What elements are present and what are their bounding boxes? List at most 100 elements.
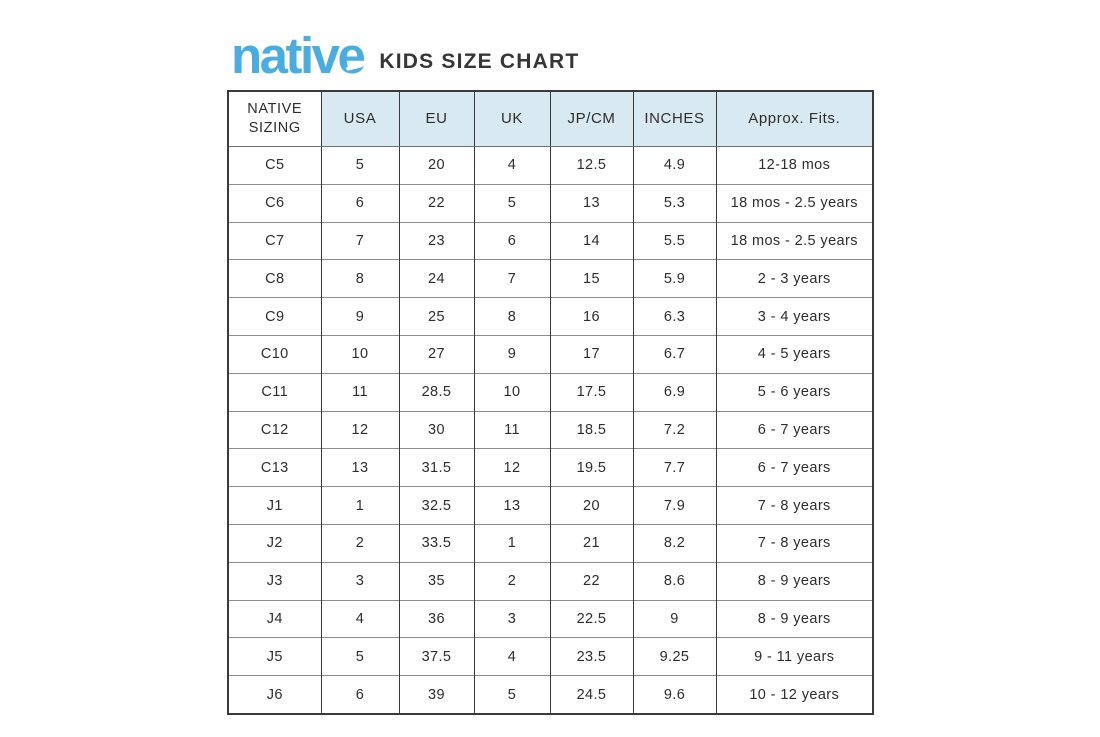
table-cell: 19.5	[549, 448, 633, 487]
column-header: EU	[398, 91, 474, 147]
column-header: UK	[473, 91, 550, 147]
table-cell: 4	[473, 146, 550, 185]
table-cell: 9 - 11 years	[715, 637, 873, 676]
table-cell: 9	[320, 297, 399, 336]
table-row: C11 11 28.5 10 17.5 6.9 5 - 6 years	[228, 372, 873, 412]
column-header: NATIVE SIZING	[228, 91, 321, 147]
table-cell: 13	[549, 183, 633, 223]
table-cell: 18 mos - 2.5 years	[715, 183, 873, 223]
page-title: KIDS SIZE CHART	[379, 49, 580, 73]
table-cell: C11	[228, 372, 321, 412]
table-cell: 32.5	[398, 486, 474, 525]
table-cell: 39	[398, 675, 474, 714]
table-cell: 4.9	[632, 146, 716, 185]
table-cell: 7.9	[632, 486, 716, 525]
table-cell: 23.5	[549, 637, 633, 676]
table-cell: J5	[228, 637, 321, 676]
table-cell: 5.9	[632, 259, 716, 298]
table-cell: 33.5	[398, 523, 474, 563]
table-cell: 8.2	[632, 523, 716, 563]
table-cell: 18.5	[549, 410, 633, 449]
table-cell: 6	[473, 221, 550, 260]
table-row: C13 13 31.5 12 19.5 7.7 6 - 7 years	[228, 448, 873, 487]
table-cell: 6.7	[632, 334, 716, 374]
table-row: C12 12 30 11 18.5 7.2 6 - 7 years	[228, 410, 873, 449]
table-cell: 5	[473, 675, 550, 714]
table-cell: 4	[473, 637, 550, 676]
table-cell: 2	[473, 561, 550, 601]
column-header: Approx. Fits.	[715, 91, 873, 147]
table-cell: 5.5	[632, 221, 716, 260]
table-cell: 9.25	[632, 637, 716, 676]
table-row: J2 2 33.5 1 21 8.2 7 - 8 years	[228, 523, 873, 563]
brand-header: native KIDS SIZE CHART	[231, 30, 580, 81]
table-row: C8 8 24 7 15 5.9 2 - 3 years	[228, 259, 873, 298]
table-cell: 8	[473, 297, 550, 336]
table-cell: 6 - 7 years	[715, 410, 873, 449]
table-cell: 5	[473, 183, 550, 223]
table-cell: 10	[320, 334, 399, 374]
table-cell: 7	[473, 259, 550, 298]
table-cell: 5	[320, 637, 399, 676]
table-cell: C5	[228, 146, 321, 185]
table-cell: 24.5	[549, 675, 633, 714]
table-cell: 7 - 8 years	[715, 486, 873, 525]
table-cell: 9	[632, 599, 716, 638]
table-row: J6 6 39 5 24.5 9.6 10 - 12 years	[228, 675, 873, 714]
table-cell: 8.6	[632, 561, 716, 601]
table-cell: 11	[473, 410, 550, 449]
table-cell: 23	[398, 221, 474, 260]
table-cell: 24	[398, 259, 474, 298]
table-cell: 4	[320, 599, 399, 638]
table-cell: C13	[228, 448, 321, 487]
table-row: C5 5 20 4 12.5 4.9 12-18 mos	[228, 146, 873, 185]
table-cell: 12	[473, 448, 550, 487]
table-cell: 3 - 4 years	[715, 297, 873, 336]
table-cell: 8 - 9 years	[715, 561, 873, 601]
table-cell: 11	[320, 372, 399, 412]
table-row: C6 6 22 5 13 5.3 18 mos - 2.5 years	[228, 183, 873, 223]
table-cell: 36	[398, 599, 474, 638]
table-cell: 35	[398, 561, 474, 601]
column-header: USA	[320, 91, 399, 147]
table-cell: 1	[320, 486, 399, 525]
table-cell: 30	[398, 410, 474, 449]
table-cell: 28.5	[398, 372, 474, 412]
table-cell: 7	[320, 221, 399, 260]
table-cell: 16	[549, 297, 633, 336]
table-cell: C10	[228, 334, 321, 374]
table-cell: 31.5	[398, 448, 474, 487]
size-chart-table: NATIVE SIZING USA EU UK JP/CM INCHES Approx. F…	[227, 90, 874, 715]
table-cell: 15	[549, 259, 633, 298]
table-cell: J2	[228, 523, 321, 563]
table-cell: 6	[320, 675, 399, 714]
table-cell: J4	[228, 599, 321, 638]
table-cell: 12-18 mos	[715, 146, 873, 185]
table-cell: 5	[320, 146, 399, 185]
table-row: C9 9 25 8 16 6.3 3 - 4 years	[228, 297, 873, 336]
table-cell: 6.9	[632, 372, 716, 412]
table-row: J1 1 32.5 13 20 7.9 7 - 8 years	[228, 486, 873, 525]
table-cell: J1	[228, 486, 321, 525]
table-row: J5 5 37.5 4 23.5 9.25 9 - 11 years	[228, 637, 873, 676]
table-cell: 13	[320, 448, 399, 487]
table-row: C7 7 23 6 14 5.5 18 mos - 2.5 years	[228, 221, 873, 260]
table-cell: 18 mos - 2.5 years	[715, 221, 873, 260]
column-header: JP/CM	[549, 91, 633, 147]
table-cell: 7.7	[632, 448, 716, 487]
table-cell: C6	[228, 183, 321, 223]
table-cell: 6 - 7 years	[715, 448, 873, 487]
table-cell: 7.2	[632, 410, 716, 449]
table-cell: 8	[320, 259, 399, 298]
table-cell: 12	[320, 410, 399, 449]
column-header: INCHES	[632, 91, 716, 147]
table-cell: 13	[473, 486, 550, 525]
table-cell: J3	[228, 561, 321, 601]
table-cell: 20	[549, 486, 633, 525]
table-cell: 27	[398, 334, 474, 374]
table-cell: 12.5	[549, 146, 633, 185]
table-cell: 5.3	[632, 183, 716, 223]
table-cell: 20	[398, 146, 474, 185]
table-cell: 2 - 3 years	[715, 259, 873, 298]
